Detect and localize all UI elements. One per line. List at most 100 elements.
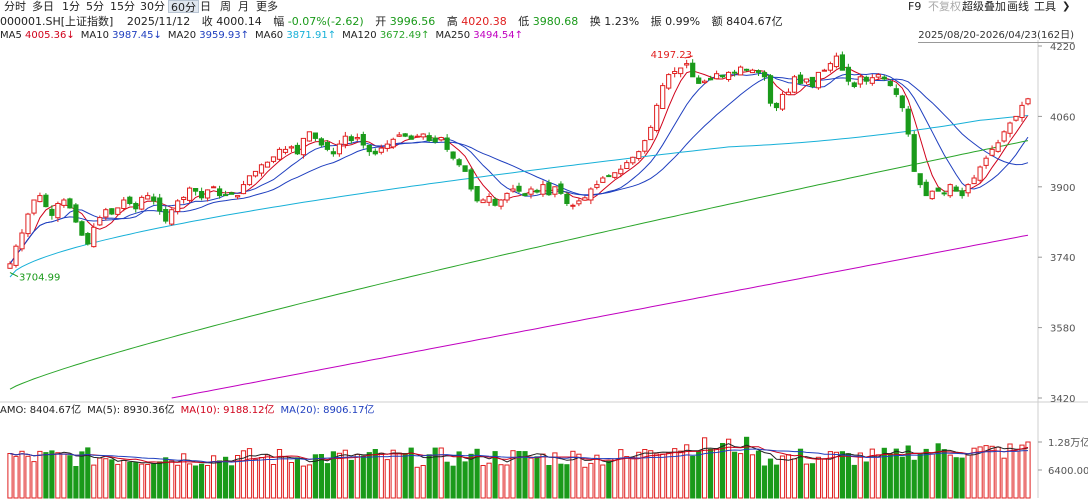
volume-bar (791, 458, 798, 499)
high-annotation: 4197.23 (651, 50, 692, 61)
volume-bar (923, 448, 929, 499)
volume-bar (809, 463, 815, 499)
candle-body (258, 164, 265, 174)
candle-body (654, 104, 660, 132)
volume-bar (929, 453, 935, 499)
volume-bar (61, 453, 67, 499)
no-adjust-button[interactable]: 不复权 (928, 0, 961, 13)
candle-body (582, 197, 588, 201)
candle-body (696, 77, 702, 84)
candle-body (612, 172, 618, 178)
candle-body (720, 74, 726, 78)
volume-bar (726, 438, 732, 499)
ma-label-ma20: MA20 (167, 30, 200, 41)
ma20-line (9, 76, 1029, 265)
volume-bar (845, 453, 851, 499)
volume-bar (133, 462, 139, 499)
candle-body (881, 76, 887, 80)
candle-body (19, 232, 25, 250)
period-tab-fenshi[interactable]: 分时 (4, 0, 26, 13)
volume-bar (390, 449, 396, 499)
candle-body (145, 195, 151, 200)
volume-bar (821, 458, 827, 499)
period-tab-week[interactable]: 周 (220, 0, 231, 13)
volume-bar (672, 448, 678, 499)
volume-bar (755, 450, 762, 499)
price-tick-label: 3900 (1050, 183, 1075, 194)
period-tab-60min[interactable]: 60分 (168, 0, 199, 14)
candle-body (917, 173, 923, 186)
candle-body (312, 132, 318, 139)
volume-bar (468, 453, 474, 499)
period-tab-30min[interactable]: 30分 (140, 0, 165, 13)
candle-body (444, 137, 450, 150)
price-tick-label: 3580 (1050, 324, 1075, 335)
candle-body (929, 190, 935, 200)
volume-bar (109, 459, 115, 499)
volume-bar (558, 463, 564, 499)
volume-bar (91, 464, 97, 499)
candle-body (462, 165, 468, 172)
f9-button[interactable]: F9 (908, 0, 922, 13)
candle-body (1025, 98, 1031, 105)
volume-bar (947, 454, 953, 499)
draw-line-button[interactable]: 画线 (1007, 0, 1029, 13)
candle-body (606, 175, 612, 178)
volume-bar (815, 456, 821, 499)
candle-body (971, 177, 977, 185)
period-tab-month[interactable]: 月 (238, 0, 249, 13)
volume-bar (642, 449, 648, 499)
period-tab-more[interactable]: 更多 (256, 0, 278, 13)
volume-tick-label: 1.28万亿 (1048, 436, 1088, 449)
volume-bar (486, 462, 492, 499)
volume-bar (546, 465, 552, 499)
volume-ma5-line (9, 443, 1029, 465)
price-tick-label: 3740 (1050, 253, 1075, 264)
period-tab-15min[interactable]: 15分 (110, 0, 135, 13)
period-tab-5min[interactable]: 5分 (86, 0, 104, 13)
volume-bar (31, 461, 37, 499)
candle-body (360, 134, 366, 146)
volume-bar (67, 455, 73, 499)
candle-body (438, 137, 444, 141)
volume-bar (372, 449, 378, 499)
candle-body (732, 71, 738, 74)
low-annotation: 3704.99 (19, 273, 60, 284)
candle-body (276, 148, 283, 160)
volume-bar (941, 449, 947, 499)
candle-body (139, 196, 145, 210)
volume-bar (785, 454, 792, 499)
super-overlay-button[interactable]: 超级叠加 (962, 0, 1006, 13)
amo-item-label: MA(10): (180, 405, 224, 416)
candle-body (336, 143, 342, 155)
period-tab-1min[interactable]: 1分 (62, 0, 80, 13)
period-tab-day[interactable]: 日 (200, 0, 211, 13)
amplitude-value: 0.99% (665, 15, 701, 28)
tools-button[interactable]: 工具 (1034, 0, 1056, 13)
candle-body (636, 151, 642, 160)
date-range[interactable]: 2025/08/20-2026/04/23(162日) (918, 30, 1074, 43)
volume-bar (959, 457, 965, 499)
candle-body (749, 69, 756, 74)
volume-bar (73, 466, 79, 499)
candle-body (414, 135, 420, 138)
volume-bar (702, 437, 708, 499)
candle-body (223, 194, 229, 197)
candle-body (660, 85, 666, 109)
volume-bar (342, 449, 348, 499)
period-tab-duori[interactable]: 多日 (32, 0, 54, 13)
candle-body (85, 233, 91, 245)
candle-body (468, 169, 474, 190)
volume-bar (1013, 450, 1019, 499)
candle-body (205, 189, 211, 199)
volume-bar (690, 455, 696, 499)
ma-legend: MA5 4005.36↓ MA10 3987.45↓ MA20 3959.93↑ MA… (0, 30, 523, 42)
volume-bar (97, 457, 103, 499)
volume-bar (953, 457, 959, 499)
volume-ma20-line (9, 448, 1029, 463)
low-marker-line (9, 272, 19, 278)
volume-bar (492, 451, 498, 499)
chevron-right-icon[interactable]: ❯ (1062, 1, 1071, 12)
candle-body (995, 142, 1001, 152)
